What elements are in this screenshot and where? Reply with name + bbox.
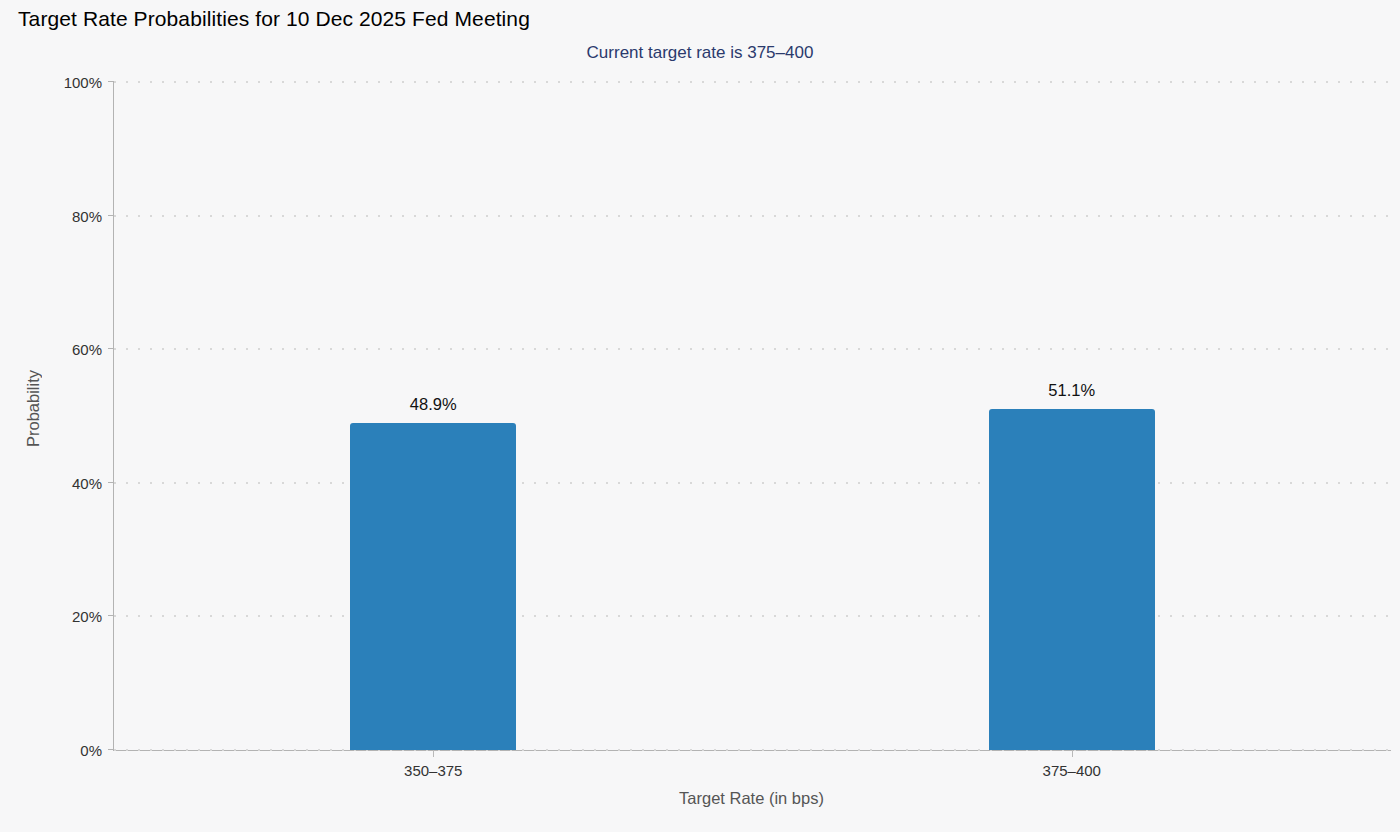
y-axis-title: Probability — [24, 370, 43, 447]
x-tick-mark — [1072, 750, 1073, 757]
y-tick-mark — [108, 749, 114, 750]
y-tick-label: 80% — [72, 207, 102, 224]
y-tick-mark — [108, 482, 114, 483]
chart-title: Target Rate Probabilities for 10 Dec 202… — [18, 7, 530, 31]
plot-area: 0%20%40%60%80%100%48.9%350–37551.1%375–4… — [113, 82, 1391, 751]
y-tick-label: 0% — [80, 742, 102, 759]
x-tick-label: 375–400 — [1043, 762, 1101, 779]
y-tick-mark — [108, 215, 114, 216]
y-tick-mark — [108, 615, 114, 616]
y-tick-label: 20% — [72, 608, 102, 625]
x-axis-title: Target Rate (in bps) — [113, 789, 1390, 808]
x-tick-label: 350–375 — [404, 762, 462, 779]
y-tick-mark — [108, 348, 114, 349]
chart-subtitle: Current target rate is 375–400 — [0, 43, 1400, 63]
bar-value-label: 51.1% — [1048, 381, 1095, 400]
y-tick-label: 100% — [64, 74, 102, 91]
gridline — [114, 749, 1391, 751]
probability-bar — [989, 409, 1155, 750]
y-tick-label: 40% — [72, 474, 102, 491]
gridline — [114, 81, 1391, 83]
gridline — [114, 215, 1391, 217]
fed-target-rate-probability-chart: Target Rate Probabilities for 10 Dec 202… — [0, 0, 1400, 832]
bar-value-label: 48.9% — [410, 395, 457, 414]
gridline — [114, 482, 1391, 484]
gridline — [114, 348, 1391, 350]
x-tick-mark — [433, 750, 434, 757]
gridline — [114, 615, 1391, 617]
y-tick-mark — [108, 81, 114, 82]
probability-bar — [350, 423, 516, 750]
y-tick-label: 60% — [72, 341, 102, 358]
